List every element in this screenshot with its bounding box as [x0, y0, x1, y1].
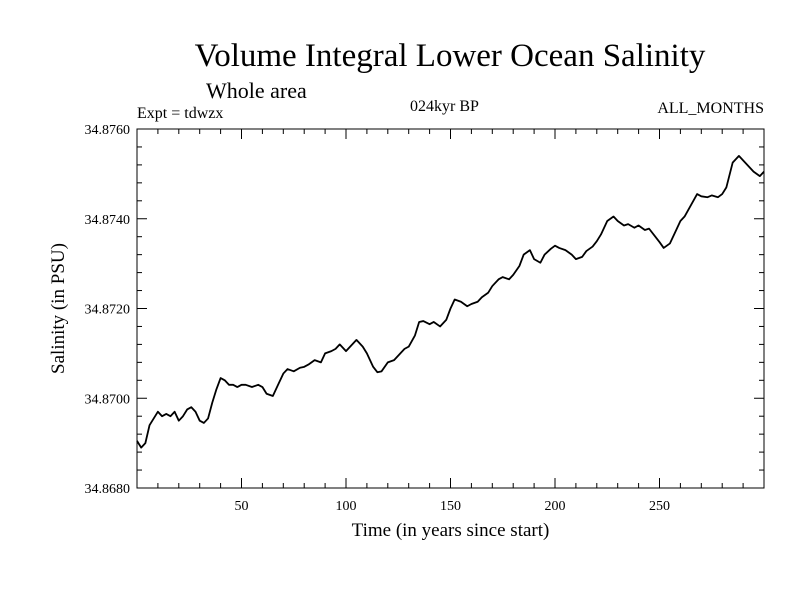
x-tick-label: 200 [545, 499, 566, 514]
x-tick-label: 100 [336, 499, 357, 514]
chart-subtitle: Whole area [206, 78, 307, 103]
axes-layer: 50 100 150 200 250 34.8680 34.8700 34.8720 34.87… [85, 123, 764, 514]
x-axis-label: Time (in years since start) [352, 520, 550, 541]
series-layer [136, 155, 765, 449]
plot-frame [136, 128, 765, 489]
y-tick-label: 34.8680 [85, 482, 131, 497]
x-tick-label: 50 [235, 499, 249, 514]
x-tick-label: 150 [440, 499, 461, 514]
period-label: 024kyr BP [410, 98, 479, 115]
y-tick-label: 34.8700 [85, 392, 131, 407]
months-label: ALL_MONTHS [657, 100, 764, 117]
x-tick-label: 250 [649, 499, 670, 514]
y-tick-label: 34.8760 [85, 123, 131, 138]
y-axis-label: Salinity (in PSU) [48, 243, 69, 374]
series-line-0 [136, 155, 765, 449]
experiment-label: Expt = tdwzx [137, 105, 224, 122]
y-tick-label: 34.8740 [85, 213, 131, 228]
chart-title: Volume Integral Lower Ocean Salinity [194, 38, 706, 74]
y-tick-label: 34.8720 [85, 303, 131, 318]
